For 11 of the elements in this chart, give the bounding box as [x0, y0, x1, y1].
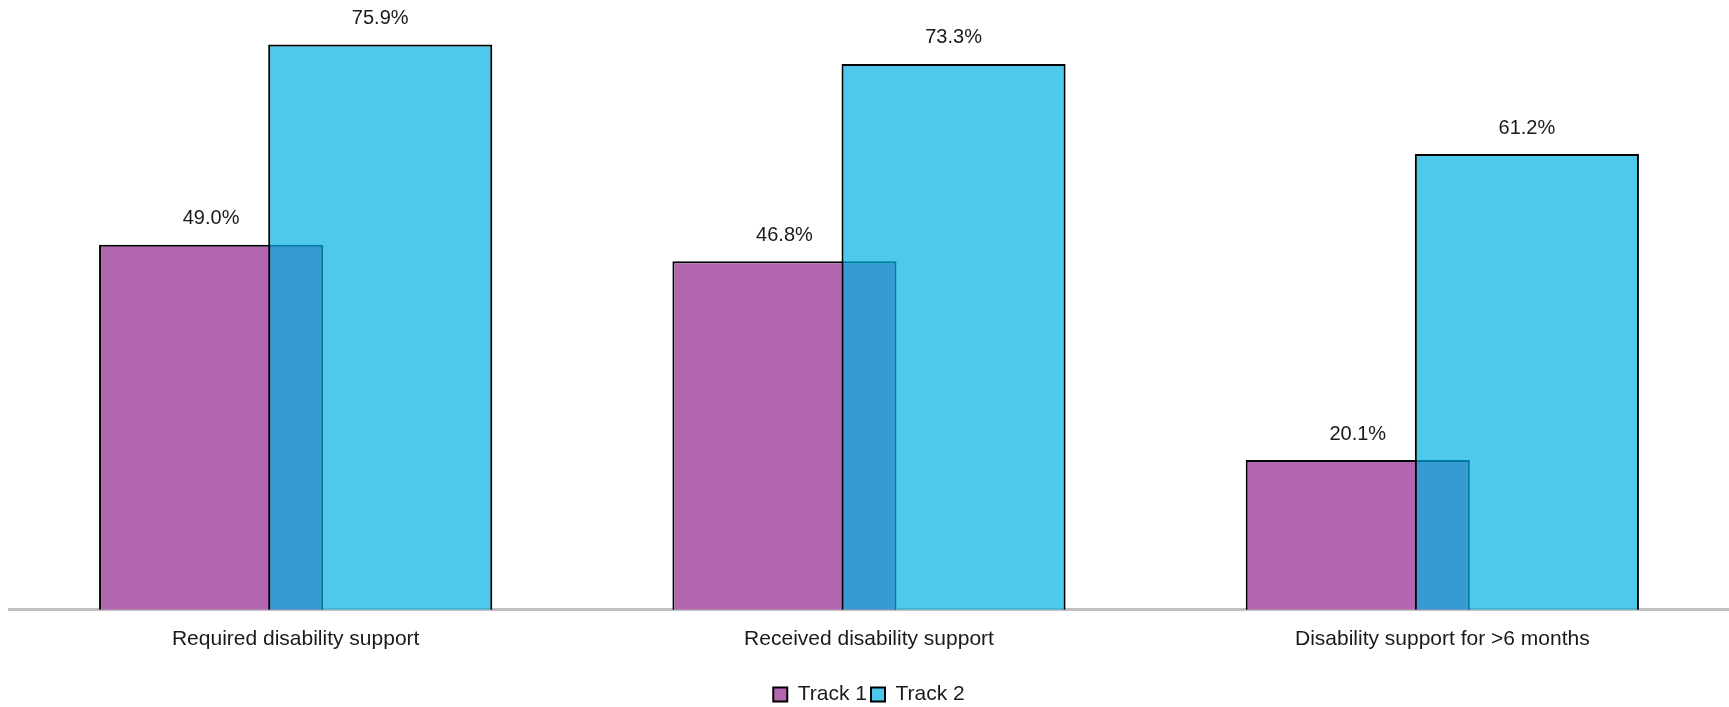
data-label: 73.3% — [925, 25, 983, 48]
x-tick-label: Required disability support — [171, 626, 420, 650]
data-label: 46.8% — [756, 222, 813, 245]
data-label: 61.2% — [1498, 115, 1556, 138]
data-label: 20.1% — [1329, 421, 1387, 444]
data-label: 75.9% — [351, 6, 409, 29]
legend-label: Track 1 — [797, 681, 867, 705]
x-tick-label: Disability support for >6 months — [1294, 626, 1590, 650]
x-tick-label: Received disability support — [744, 626, 995, 650]
legend-label: Track 2 — [895, 681, 965, 705]
data-label: 49.0% — [182, 206, 240, 229]
